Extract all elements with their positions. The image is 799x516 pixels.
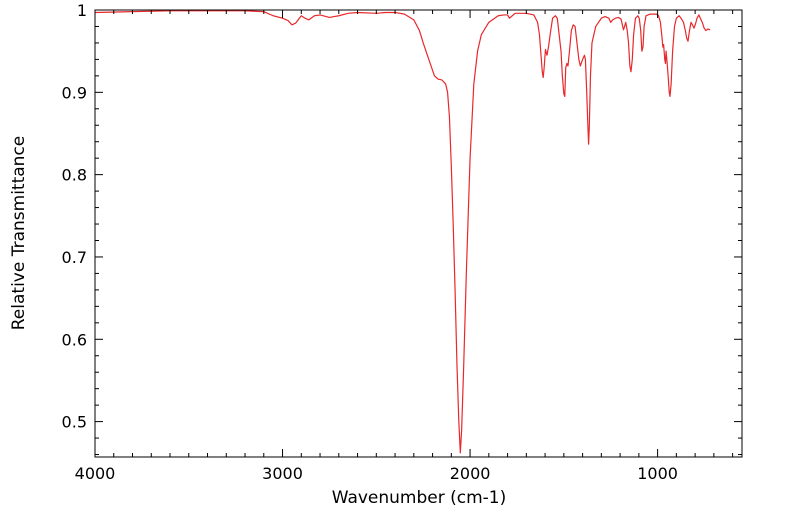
y-tick-label: 0.8 — [62, 166, 87, 185]
y-axis-title: Relative Transmittance — [9, 136, 29, 331]
axis-ticks — [94, 9, 742, 457]
y-tick-label: 0.6 — [62, 330, 87, 349]
plot-area — [95, 10, 711, 454]
spectrum-line — [95, 10, 711, 454]
plot-frame — [94, 9, 743, 458]
x-tick-label: 4000 — [75, 464, 116, 483]
y-tick-label: 0.7 — [62, 248, 87, 267]
y-tick-label: 0.5 — [62, 413, 87, 432]
y-tick-label: 0.9 — [62, 83, 87, 102]
tick-labels: 4000 3000 2000 1000 1 0.9 0.8 0.7 0.6 0.5 — [62, 1, 678, 483]
x-axis-title: Wavenumber (cm-1) — [332, 488, 507, 508]
x-tick-label: 1000 — [637, 464, 678, 483]
y-tick-label: 1 — [77, 1, 87, 20]
x-tick-label: 2000 — [450, 464, 491, 483]
x-tick-label: 3000 — [262, 464, 303, 483]
